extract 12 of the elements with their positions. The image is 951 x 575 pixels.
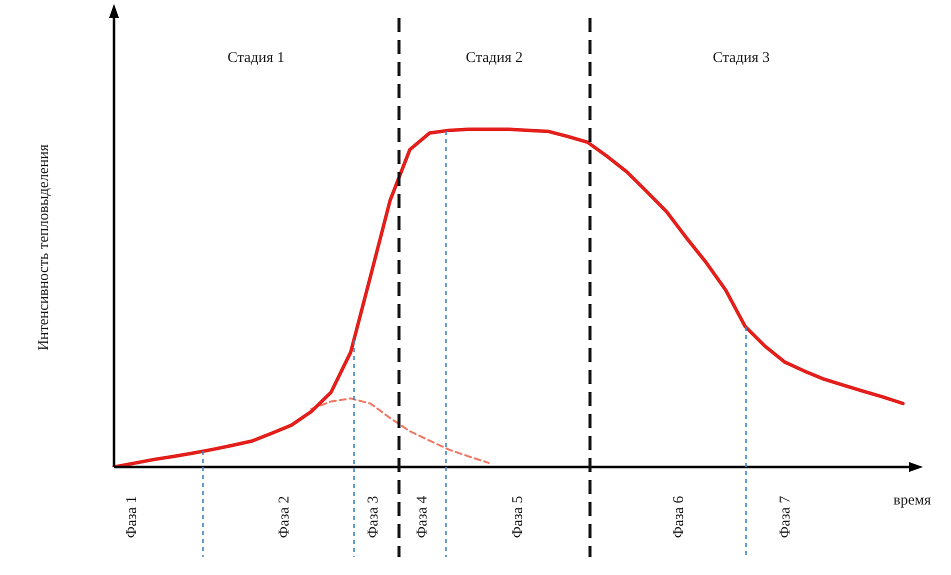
text: Стадия 3 [712, 50, 770, 66]
text: Стадия 2 [466, 50, 523, 66]
text: Фаза 4 [414, 495, 430, 538]
text: Фаза 2 [276, 496, 292, 538]
text: Фаза 3 [366, 496, 382, 538]
text: Фаза 1 [124, 496, 140, 538]
y-axis-title: Интенсивность тепловыделения [36, 144, 52, 351]
text: Стадия 1 [228, 50, 285, 66]
text: Фаза 6 [670, 495, 687, 538]
text: Фаза 7 [777, 495, 794, 538]
x-axis-title: время [893, 492, 932, 508]
text: Фаза 5 [510, 496, 526, 538]
